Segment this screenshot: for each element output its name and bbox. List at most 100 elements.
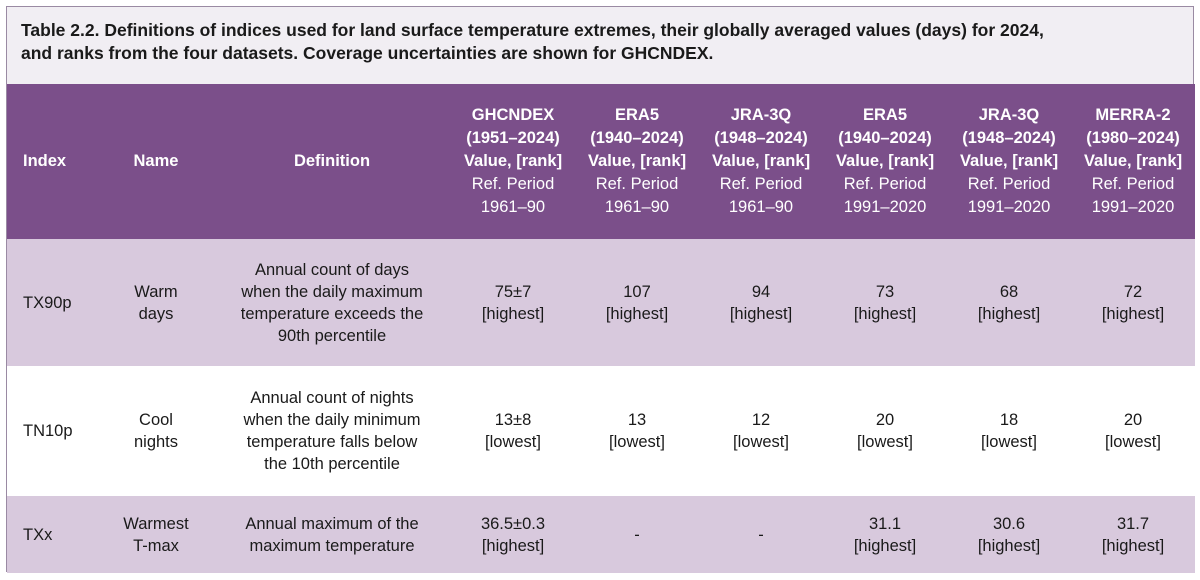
value: 18 [999,411,1019,429]
definition-line: Annual count of days [254,260,410,279]
header-value-rank: Value, [rank] [463,152,563,170]
cell-index: TX90p [23,293,72,312]
header-dataset: ERA5 [862,106,907,124]
cell-value: 36.5±0.3 [highest] [451,496,575,573]
cell-value: 31.7 [highest] [1071,496,1195,573]
extremes-table: Index Name Definition GHCNDEX (1951–2024… [7,84,1195,573]
header-col-era5-6190: ERA5 (1940–2024) Value, [rank] Ref. Peri… [575,84,699,239]
value: 72 [1123,282,1143,301]
rank: [lowest] [857,433,913,451]
header-dataset: GHCNDEX [471,106,555,124]
rank: [lowest] [733,433,789,451]
header-span: (1980–2024) [1086,129,1180,147]
header-row: Index Name Definition GHCNDEX (1951–2024… [7,84,1195,239]
cell-index: TN10p [23,422,73,440]
value: 13 [627,411,647,429]
rank: [highest] [853,536,917,555]
cell-value: 75±7 [highest] [451,239,575,366]
table-row-tx90p: TX90p Warm days Annual count of days whe… [7,239,1195,366]
header-period: 1961–90 [480,198,546,216]
rank: [highest] [481,304,545,323]
definition-line: when the daily maximum [241,282,423,301]
definition-line: maximum temperature [249,536,415,555]
cell-value: 107 [highest] [575,239,699,366]
name-line: Warm [134,282,178,301]
rank: [highest] [1101,536,1165,555]
name-line: Cool [139,411,173,429]
value: 73 [875,282,895,301]
rank: [lowest] [485,433,541,451]
cell-name: Warm days [99,239,213,366]
header-value-rank: Value, [rank] [835,152,935,170]
table-header: Index Name Definition GHCNDEX (1951–2024… [7,84,1195,239]
header-ref: Ref. Period [1091,175,1175,193]
value: 30.6 [992,514,1026,533]
header-col-jra3q-6190: JRA-3Q (1948–2024) Value, [rank] Ref. Pe… [699,84,823,239]
cell-value: 73 [highest] [823,239,947,366]
cell-name: Cool nights [99,366,213,496]
header-index: Index [23,152,67,170]
definition-line: 90th percentile [277,326,387,345]
rank: [highest] [977,304,1041,323]
table-row-tn10p: TN10p Cool nights Annual count of nights… [7,366,1195,496]
rank: [highest] [977,536,1041,555]
cell-value: - [699,496,823,573]
header-period: 1961–90 [728,198,794,216]
value: 12 [751,411,771,429]
header-col-era5-9120: ERA5 (1940–2024) Value, [rank] Ref. Peri… [823,84,947,239]
cell-value: 18 [lowest] [947,366,1071,496]
header-period: 1991–2020 [843,198,927,216]
header-span: (1951–2024) [466,129,560,147]
rank: [highest] [853,304,917,323]
rank: [lowest] [1105,433,1161,451]
header-period: 1991–2020 [1091,198,1175,216]
header-value-rank: Value, [rank] [1083,152,1183,170]
header-span: (1940–2024) [838,129,932,147]
definition-line: when the daily minimum [243,411,421,429]
value: 68 [999,282,1019,301]
header-span: (1948–2024) [962,129,1056,147]
caption-line-2: and ranks from the four datasets. Covera… [21,43,714,63]
table-container: Table 2.2. Definitions of indices used f… [6,6,1195,573]
rank: [lowest] [981,433,1037,451]
header-ref: Ref. Period [967,175,1051,193]
header-dataset: MERRA-2 [1095,106,1171,124]
cell-index: TXx [23,525,53,544]
table-body: TX90p Warm days Annual count of days whe… [7,239,1195,573]
header-value-rank: Value, [rank] [959,152,1059,170]
header-ref: Ref. Period [595,175,679,193]
cell-value: - [575,496,699,573]
cell-value: 31.1 [highest] [823,496,947,573]
value: 20 [1123,411,1143,429]
definition-line: temperature exceeds the [240,304,424,323]
caption-line-1: Table 2.2. Definitions of indices used f… [21,20,1044,40]
value: 75±7 [494,282,532,301]
definition-line: the 10th percentile [264,455,400,473]
value: 13±8 [494,411,532,429]
header-col-jra3q-9120: JRA-3Q (1948–2024) Value, [rank] Ref. Pe… [947,84,1071,239]
value: 107 [623,282,651,301]
header-dataset: JRA-3Q [978,106,1040,124]
header-value-rank: Value, [rank] [587,152,687,170]
cell-value: 13 [lowest] [575,366,699,496]
header-span: (1948–2024) [714,129,808,147]
header-period: 1961–90 [604,198,670,216]
cell-value: 72 [highest] [1071,239,1195,366]
value: 94 [751,282,771,301]
cell-value: 94 [highest] [699,239,823,366]
rank: [highest] [729,304,793,323]
cell-definition: Annual count of days when the daily maxi… [213,239,451,366]
cell-name: Warmest T-max [99,496,213,573]
name-line: T-max [133,536,179,555]
cell-value: 12 [lowest] [699,366,823,496]
header-span: (1940–2024) [590,129,684,147]
table-row-txx: TXx Warmest T-max Annual maximum of the … [7,496,1195,573]
header-dataset: JRA-3Q [730,106,792,124]
rank: [highest] [481,536,545,555]
value: - [634,525,640,544]
table-caption: Table 2.2. Definitions of indices used f… [7,7,1193,84]
cell-value: 68 [highest] [947,239,1071,366]
rank: [lowest] [609,433,665,451]
value: 36.5±0.3 [480,514,546,533]
header-col-merra2-9120: MERRA-2 (1980–2024) Value, [rank] Ref. P… [1071,84,1195,239]
